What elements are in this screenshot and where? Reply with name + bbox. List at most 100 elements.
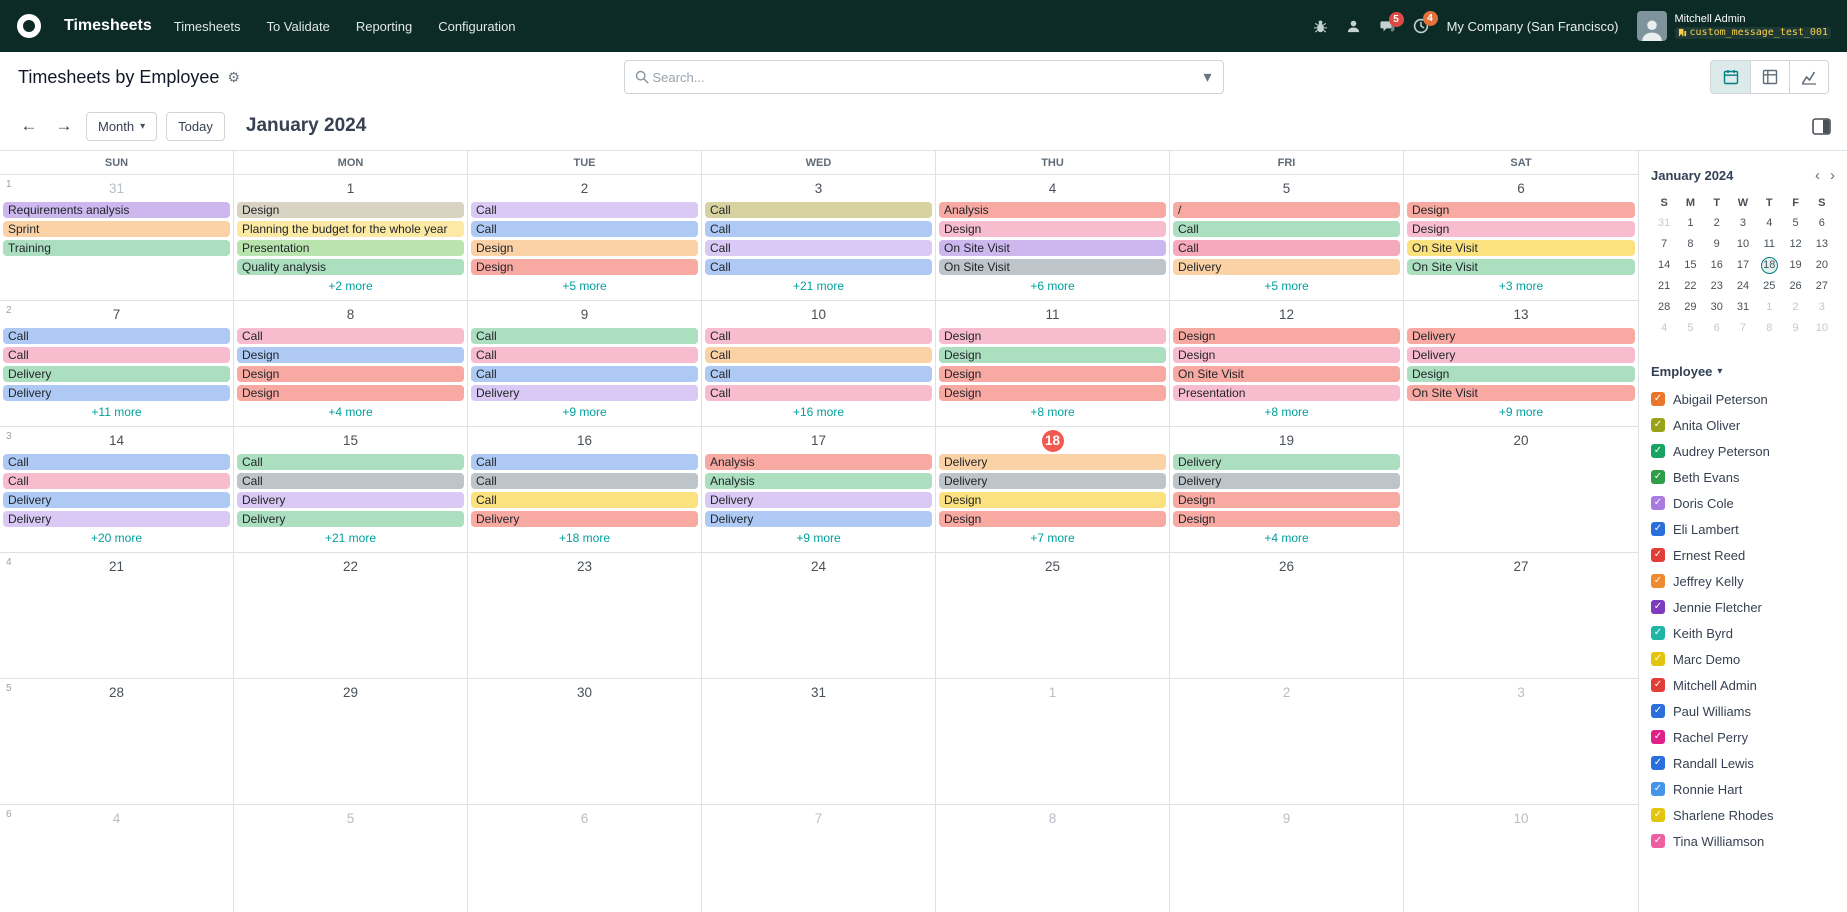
- calendar-event[interactable]: Sprint: [3, 221, 230, 237]
- employee-filter-item[interactable]: ✓ Ernest Reed: [1651, 542, 1835, 568]
- calendar-day-cell[interactable]: 28: [0, 679, 234, 804]
- calendar-day-cell[interactable]: 14 Call Call Delivery Delivery +20 more: [0, 427, 234, 552]
- calendar-event[interactable]: Call: [471, 454, 698, 470]
- calendar-day-cell[interactable]: 21: [0, 553, 234, 678]
- gear-icon[interactable]: ⚙: [227, 68, 240, 85]
- mini-day[interactable]: 1: [1687, 217, 1694, 229]
- calendar-event[interactable]: Design: [939, 511, 1166, 527]
- calendar-day-cell[interactable]: 4 Analysis Design On Site Visit On Site Visi…: [936, 175, 1170, 300]
- calendar-day-cell[interactable]: 11 Design Design Design Design +8 more: [936, 301, 1170, 426]
- mini-day[interactable]: 30: [1710, 301, 1723, 313]
- calendar-event[interactable]: Delivery: [1173, 259, 1400, 275]
- employee-filter-item[interactable]: ✓ Mitchell Admin: [1651, 672, 1835, 698]
- calendar-day-cell[interactable]: 18 Delivery Delivery Design Design +7 more: [936, 427, 1170, 552]
- calendar-event[interactable]: Delivery: [705, 511, 932, 527]
- mini-day[interactable]: 3: [1739, 217, 1747, 229]
- mini-day[interactable]: 7: [1661, 238, 1668, 250]
- mini-day[interactable]: 8: [1766, 322, 1773, 334]
- calendar-event[interactable]: Design: [1173, 492, 1400, 508]
- employee-filter-header[interactable]: Employee ▾: [1651, 361, 1835, 381]
- calendar-event[interactable]: Design: [237, 347, 464, 363]
- employee-filter-item[interactable]: ✓ Randall Lewis: [1651, 750, 1835, 776]
- more-events-link[interactable]: +9 more: [796, 531, 841, 545]
- calendar-day-cell[interactable]: 26: [1170, 553, 1404, 678]
- employee-checkbox[interactable]: ✓: [1651, 652, 1665, 666]
- employees-icon[interactable]: [1346, 19, 1361, 34]
- mini-day[interactable]: 6: [1818, 217, 1825, 229]
- calendar-day-cell[interactable]: 3 Call Call Call Call +21 more: [702, 175, 936, 300]
- today-button[interactable]: Today: [166, 111, 225, 141]
- calendar-event[interactable]: Requirements analysis: [3, 202, 230, 218]
- employee-checkbox[interactable]: ✓: [1651, 834, 1665, 848]
- calendar-day-cell[interactable]: 2: [1170, 679, 1404, 804]
- calendar-event[interactable]: On Site Visit: [939, 259, 1166, 275]
- calendar-event[interactable]: Call: [237, 473, 464, 489]
- more-events-link[interactable]: +4 more: [1264, 531, 1309, 545]
- more-events-link[interactable]: +21 more: [324, 531, 377, 545]
- employee-checkbox[interactable]: ✓: [1651, 496, 1665, 510]
- calendar-day-cell[interactable]: 5 / Call Call Delivery +5 more: [1170, 175, 1404, 300]
- mini-day[interactable]: 4: [1661, 322, 1668, 334]
- calendar-event[interactable]: Delivery: [705, 492, 932, 508]
- app-name[interactable]: Timesheets: [64, 17, 152, 34]
- employee-checkbox[interactable]: ✓: [1651, 470, 1665, 484]
- calendar-day-cell[interactable]: 30: [468, 679, 702, 804]
- calendar-day-cell[interactable]: 8 Call Design Design Design +4 more: [234, 301, 468, 426]
- mini-day[interactable]: 2: [1792, 301, 1799, 313]
- mini-day[interactable]: 11: [1763, 238, 1775, 250]
- mini-day[interactable]: 25: [1763, 280, 1776, 292]
- calendar-event[interactable]: Delivery: [237, 511, 464, 527]
- calendar-event[interactable]: Design: [471, 259, 698, 275]
- calendar-event[interactable]: Delivery: [3, 366, 230, 382]
- employee-checkbox[interactable]: ✓: [1651, 756, 1665, 770]
- mini-day[interactable]: 22: [1684, 280, 1697, 292]
- calendar-event[interactable]: Call: [1173, 221, 1400, 237]
- calendar-event[interactable]: Quality analysis: [237, 259, 464, 275]
- more-events-link[interactable]: +4 more: [328, 405, 373, 419]
- mini-day[interactable]: 10: [1736, 238, 1750, 250]
- more-events-link[interactable]: +16 more: [792, 405, 845, 419]
- calendar-day-cell[interactable]: 20: [1404, 427, 1638, 552]
- calendar-event[interactable]: Call: [471, 202, 698, 218]
- calendar-event[interactable]: Presentation: [237, 240, 464, 256]
- nav-menu-item[interactable]: To Validate: [266, 18, 330, 34]
- employee-checkbox[interactable]: ✓: [1651, 522, 1665, 536]
- calendar-day-cell[interactable]: 29: [234, 679, 468, 804]
- employee-filter-item[interactable]: ✓ Ronnie Hart: [1651, 776, 1835, 802]
- employee-checkbox[interactable]: ✓: [1651, 548, 1665, 562]
- mini-day[interactable]: 9: [1792, 322, 1799, 334]
- calendar-event[interactable]: Design: [1407, 221, 1635, 237]
- calendar-event[interactable]: Call: [705, 385, 932, 401]
- calendar-day-cell[interactable]: 10 Call Call Call Call +16 more: [702, 301, 936, 426]
- mini-day[interactable]: 19: [1789, 259, 1802, 271]
- calendar-event[interactable]: Call: [705, 221, 932, 237]
- mini-day[interactable]: 4: [1766, 217, 1773, 229]
- mini-day[interactable]: 7: [1739, 322, 1747, 334]
- calendar-event[interactable]: On Site Visit: [1407, 259, 1635, 275]
- employee-checkbox[interactable]: ✓: [1651, 678, 1665, 692]
- more-events-link[interactable]: +11 more: [91, 405, 142, 419]
- chevron-left-icon[interactable]: ‹: [1815, 166, 1820, 184]
- more-events-link[interactable]: +5 more: [562, 279, 607, 293]
- more-events-link[interactable]: +20 more: [90, 531, 143, 545]
- mini-day[interactable]: 21: [1658, 280, 1671, 292]
- employee-filter-item[interactable]: ✓ Rachel Perry: [1651, 724, 1835, 750]
- calendar-event[interactable]: Delivery: [3, 511, 230, 527]
- employee-checkbox[interactable]: ✓: [1651, 808, 1665, 822]
- calendar-event[interactable]: On Site Visit: [1407, 385, 1635, 401]
- employee-filter-item[interactable]: ✓ Jeffrey Kelly: [1651, 568, 1835, 594]
- calendar-event[interactable]: Call: [471, 366, 698, 382]
- employee-filter-item[interactable]: ✓ Keith Byrd: [1651, 620, 1835, 646]
- calendar-event[interactable]: Delivery: [939, 473, 1166, 489]
- calendar-event[interactable]: Design: [939, 492, 1166, 508]
- mini-day[interactable]: 18: [1756, 255, 1782, 276]
- calendar-day-cell[interactable]: 22: [234, 553, 468, 678]
- calendar-day-cell[interactable]: 9: [1170, 805, 1404, 912]
- calendar-event[interactable]: Design: [939, 221, 1166, 237]
- calendar-event[interactable]: Presentation: [1173, 385, 1400, 401]
- calendar-event[interactable]: Design: [939, 347, 1166, 363]
- chevron-right-icon[interactable]: ›: [1830, 166, 1835, 184]
- calendar-event[interactable]: Training: [3, 240, 230, 256]
- calendar-event[interactable]: Analysis: [705, 473, 932, 489]
- mini-day[interactable]: 6: [1713, 322, 1720, 334]
